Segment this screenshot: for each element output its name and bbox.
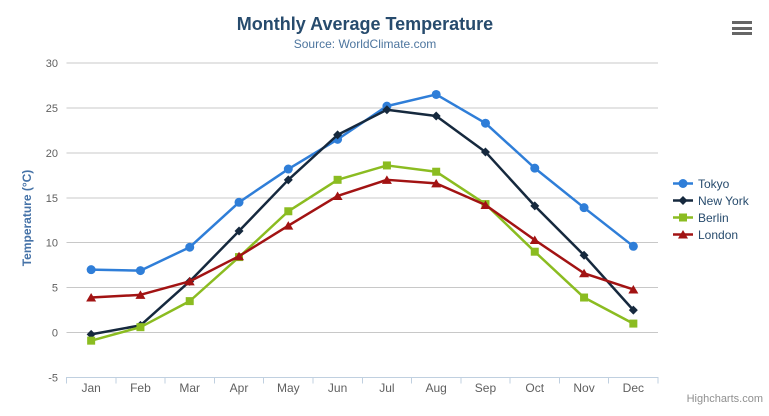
series-new-york-line [89, 108, 635, 336]
legend-item-label: Berlin [698, 210, 729, 225]
series-berlin-point[interactable] [432, 167, 441, 176]
x-axis-label: Apr [230, 381, 249, 395]
series-london-point[interactable] [86, 293, 97, 302]
series-berlin-point[interactable] [580, 293, 589, 302]
y-axis-label: -5 [48, 373, 58, 385]
series-berlin-point[interactable] [185, 297, 194, 306]
series-london-point[interactable] [234, 251, 245, 261]
menu-bar [732, 32, 752, 35]
series-tokyo-point[interactable] [234, 197, 244, 207]
x-axis-label: May [277, 381, 300, 395]
y-axis-title: Temperature (°C) [20, 169, 34, 267]
series-new-york-point[interactable] [579, 250, 589, 260]
series-tokyo-point[interactable] [135, 266, 145, 276]
series-new-york-point[interactable] [628, 305, 638, 315]
series-tokyo-point[interactable] [86, 265, 96, 275]
x-axis-label: Jul [379, 381, 394, 395]
series-berlin-point[interactable] [382, 161, 391, 170]
series-london-point[interactable] [381, 175, 392, 184]
series-berlin-point[interactable] [333, 175, 342, 184]
series-berlin-line [89, 164, 635, 342]
series-new-york-point[interactable] [431, 111, 441, 121]
series-berlin-point[interactable] [87, 336, 96, 345]
menu-bar [732, 26, 752, 30]
legend-item-label: Tokyo [698, 176, 730, 191]
x-axis-label: Feb [130, 381, 151, 395]
series-new-york-point[interactable] [234, 226, 244, 236]
series-tokyo-point[interactable] [628, 241, 638, 251]
series-new-york-point[interactable] [86, 329, 96, 339]
x-axis-label: Nov [573, 381, 594, 395]
legend-marker-diamond-icon [673, 196, 693, 205]
credits-link[interactable]: Highcharts.com [686, 393, 763, 405]
series-new-york-point[interactable] [382, 105, 392, 115]
series-tokyo-line [89, 93, 635, 272]
y-axis-label: 25 [46, 103, 58, 115]
chart-title: Monthly Average Temperature [236, 14, 494, 34]
series-berlin-point[interactable] [136, 323, 145, 332]
series-new-york-point[interactable] [530, 201, 540, 211]
hamburger-menu-icon[interactable] [732, 21, 752, 35]
legend-marker-circle-icon [673, 179, 693, 188]
series-new-york-point[interactable] [333, 130, 343, 140]
legend-marker-shape [678, 230, 688, 239]
series-new-york-point[interactable] [283, 175, 293, 185]
series-london-point[interactable] [283, 221, 294, 230]
legend-item-berlin[interactable]: Berlin [673, 209, 749, 226]
y-axis-label: 15 [46, 193, 58, 205]
series-tokyo-point[interactable] [431, 89, 441, 99]
x-axis-label: Jun [328, 381, 347, 395]
legend-item-label: London [698, 227, 739, 242]
menu-bar [732, 21, 752, 24]
series-london-point[interactable] [431, 178, 442, 188]
series-tokyo-point[interactable] [283, 164, 293, 174]
x-axis-label: Aug [426, 381, 447, 395]
x-axis-label: Mar [179, 381, 200, 395]
legend-marker-shape [678, 196, 688, 205]
legend-item-new-york[interactable]: New York [673, 192, 749, 209]
legend-marker-square-icon [673, 213, 693, 222]
y-axis-label: 10 [46, 238, 58, 250]
legend-marker-shape [678, 179, 688, 188]
legend-item-tokyo[interactable]: Tokyo [673, 175, 749, 192]
y-axis-label: 20 [46, 148, 58, 160]
series-london-point[interactable] [135, 290, 146, 299]
y-axis-label: 30 [46, 58, 58, 70]
y-axis-label: 5 [52, 283, 58, 295]
series-london-line [89, 178, 635, 299]
series-london-point[interactable] [529, 235, 540, 245]
chart-subtitle: Source: WorldClimate.com [293, 37, 437, 51]
series-london-point[interactable] [628, 284, 639, 294]
legend-marker-shape [679, 213, 687, 222]
series-tokyo-point[interactable] [579, 203, 589, 213]
x-axis-label: Jan [81, 381, 100, 395]
series-berlin-point[interactable] [284, 207, 293, 216]
series-berlin-point[interactable] [629, 319, 638, 328]
legend-item-london[interactable]: London [673, 226, 749, 243]
series-tokyo-point[interactable] [530, 163, 540, 173]
x-axis-label: Oct [525, 381, 544, 395]
series-berlin-point[interactable] [530, 247, 539, 256]
series-london-point[interactable] [480, 200, 491, 209]
x-axis-label: Sep [475, 381, 497, 395]
series-tokyo-point[interactable] [185, 242, 195, 252]
legend: Tokyo New York Berlin London [673, 175, 749, 243]
legend-item-label: New York [698, 193, 749, 208]
legend-marker-triangle-icon [673, 230, 693, 239]
series-london-point[interactable] [332, 191, 343, 200]
x-axis-label: Dec [623, 381, 644, 395]
series-london-point[interactable] [579, 268, 590, 278]
series-tokyo-point[interactable] [480, 118, 490, 128]
series-london-point[interactable] [184, 276, 195, 286]
y-axis-label: 0 [52, 328, 58, 340]
series-new-york-point[interactable] [480, 147, 490, 157]
